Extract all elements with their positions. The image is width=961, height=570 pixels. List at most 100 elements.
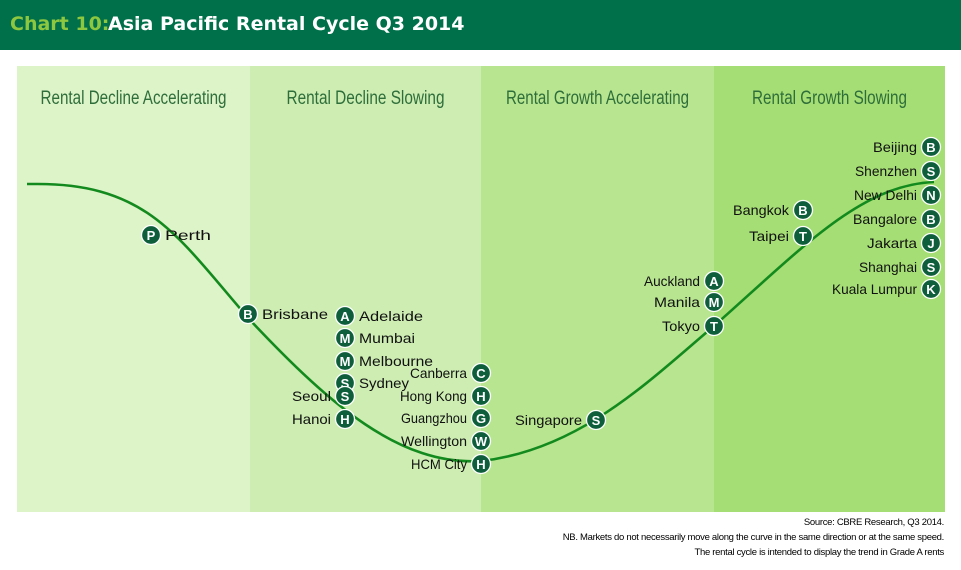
market-brisbane: B Brisbane (237, 303, 328, 325)
market-melbourne: M Melbourne (334, 350, 433, 372)
market-label-kuala-lumpur: Kuala Lumpur (832, 281, 917, 297)
market-label-adelaide: Adelaide (359, 308, 423, 324)
market-badge-guangzhou (470, 407, 492, 429)
market-badge-taipei (792, 225, 814, 247)
market-badge-hanoi (334, 408, 356, 430)
nb-note: NB. Markets do not necessarily move alon… (562, 532, 945, 543)
market-badge-manila (703, 291, 725, 313)
cycle-note: The rental cycle is intended to display … (694, 547, 944, 558)
market-badge-letter: S (927, 164, 936, 179)
market-badge-singapore (585, 409, 607, 431)
market-badge-letter: H (476, 389, 485, 404)
market-beijing: B Beijing (873, 136, 942, 158)
market-label-sydney: Sydney (359, 375, 409, 391)
market-label-manila: Manila (654, 294, 700, 310)
phase-label-3: Rental Growth Accelerating (506, 88, 689, 109)
market-badge-letter: J (927, 236, 934, 251)
market-new-delhi: N New Delhi (854, 184, 942, 206)
source-note: Source: CBRE Research, Q3 2014. (803, 517, 944, 528)
market-canberra: C Canberra (410, 362, 492, 384)
market-singapore: S Singapore (515, 409, 607, 431)
market-badge-letter: H (476, 457, 485, 472)
market-badge-seoul (334, 385, 356, 407)
market-seoul: S Seoul (292, 385, 356, 407)
market-badge-letter: S (341, 376, 350, 391)
market-badge-hong-kong (470, 385, 492, 407)
market-label-shenzhen: Shenzhen (855, 163, 917, 179)
phase-band-1 (17, 66, 250, 512)
market-kuala-lumpur: K Kuala Lumpur (832, 278, 942, 300)
market-label-hanoi: Hanoi (292, 411, 331, 427)
market-label-guangzhou: Guangzhou (401, 410, 467, 426)
market-label-jakarta: Jakarta (867, 235, 917, 251)
market-label-taipei: Taipei (749, 228, 789, 244)
market-badge-letter: M (340, 354, 351, 369)
market-label-canberra: Canberra (410, 365, 467, 381)
market-badge-letter: H (340, 412, 349, 427)
market-label-bangalore: Bangalore (853, 211, 917, 227)
market-hcm-city: H HCM City (411, 453, 492, 475)
phase-band-4 (714, 66, 945, 512)
market-label-perth: Perth (165, 227, 211, 243)
market-label-brisbane: Brisbane (262, 306, 328, 322)
market-shenzhen: S Shenzhen (855, 160, 942, 182)
chart-title: Asia Pacific Rental Cycle Q3 2014 (108, 13, 465, 35)
market-tokyo: T Tokyo (662, 315, 725, 337)
market-badge-letter: C (476, 366, 486, 381)
market-badge-melbourne (334, 350, 356, 372)
market-badge-brisbane (237, 303, 259, 325)
chart-number: Chart 10: (10, 13, 110, 35)
market-hong-kong: H Hong Kong (400, 385, 492, 407)
market-label-shanghai: Shanghai (859, 259, 917, 275)
market-badge-letter: A (709, 274, 719, 289)
market-badge-letter: S (341, 389, 350, 404)
market-badge-letter: B (926, 140, 935, 155)
market-badge-letter: T (710, 319, 718, 334)
market-badge-tokyo (703, 315, 725, 337)
market-perth: P Perth (140, 224, 211, 246)
market-badge-hcm-city (470, 453, 492, 475)
market-label-new-delhi: New Delhi (854, 187, 917, 203)
phase-band-3 (481, 66, 714, 512)
market-badge-auckland (703, 270, 725, 292)
market-badge-letter: T (799, 229, 807, 244)
phase-band-2 (250, 66, 481, 512)
phase-labels: Rental Decline Accelerating Rental Declin… (41, 88, 908, 109)
market-badge-letter: M (340, 331, 351, 346)
market-badge-canberra (470, 362, 492, 384)
market-badge-letter: M (709, 295, 720, 310)
market-badge-letter: N (926, 188, 935, 203)
market-label-seoul: Seoul (292, 388, 331, 404)
market-badge-letter: B (243, 307, 252, 322)
market-label-mumbai: Mumbai (359, 330, 415, 346)
market-badge-kuala-lumpur (920, 278, 942, 300)
market-badge-new-delhi (920, 184, 942, 206)
market-shanghai: S Shanghai (859, 256, 942, 278)
market-jakarta: J Jakarta (867, 232, 942, 254)
market-badge-letter: G (476, 411, 486, 426)
market-bangalore: B Bangalore (853, 208, 942, 230)
market-manila: M Manila (654, 291, 725, 313)
market-bangkok: B Bangkok (733, 199, 814, 221)
market-badge-mumbai (334, 327, 356, 349)
market-badge-beijing (920, 136, 942, 158)
market-label-hong-kong: Hong Kong (400, 388, 467, 404)
market-badge-jakarta (920, 232, 942, 254)
market-badge-wellington (470, 430, 492, 452)
chart-header: Chart 10: Asia Pacific Rental Cycle Q3 2… (0, 0, 961, 50)
market-badge-letter: P (147, 228, 156, 243)
market-label-auckland: Auckland (644, 273, 700, 289)
market-markers: P Perth B Brisbane A Adelaide M Mumbai M Melbourn… (140, 136, 942, 475)
market-badge-letter: S (927, 260, 936, 275)
market-auckland: A Auckland (644, 270, 725, 292)
market-label-tokyo: Tokyo (662, 318, 700, 334)
market-hanoi: H Hanoi (292, 408, 356, 430)
market-label-melbourne: Melbourne (359, 353, 433, 369)
market-badge-letter: W (475, 434, 488, 449)
market-badge-bangkok (792, 199, 814, 221)
market-guangzhou: G Guangzhou (401, 407, 492, 429)
market-adelaide: A Adelaide (334, 305, 423, 327)
market-wellington: W Wellington (401, 430, 492, 452)
market-badge-perth (140, 224, 162, 246)
